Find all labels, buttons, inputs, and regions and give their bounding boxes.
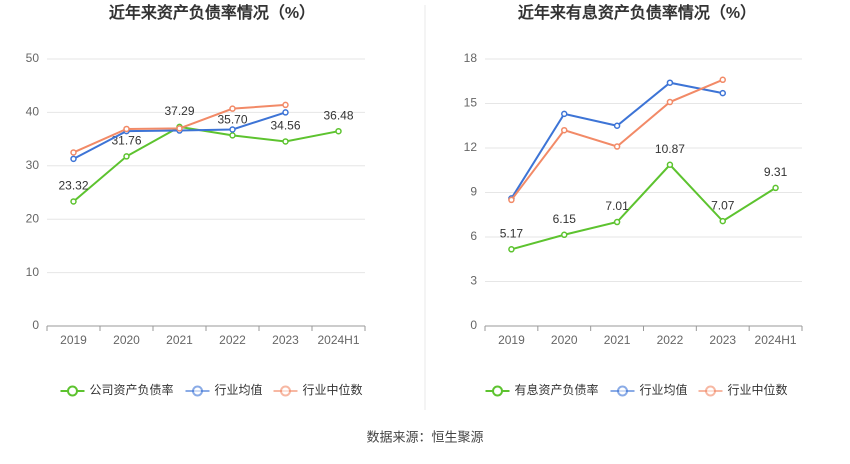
point	[229, 105, 236, 112]
data-label: 10.87	[655, 142, 685, 156]
y-tick-label: 6	[470, 229, 477, 243]
data-label: 34.56	[270, 119, 300, 133]
x-tick-label: 2022	[219, 333, 246, 347]
legend-label: 公司资产负债率	[90, 382, 174, 397]
y-tick-label: 3	[470, 274, 477, 288]
legend-label: 有息资产负债率	[515, 382, 599, 397]
y-tick-label: 40	[26, 105, 40, 119]
point	[666, 79, 674, 86]
series-line	[72, 125, 339, 203]
point	[508, 246, 515, 253]
legend-marker	[617, 385, 628, 397]
x-tick-label: 2024H1	[755, 333, 797, 347]
chart-title: 近年来资产负债率情况（%）	[109, 3, 315, 22]
y-tick-label: 30	[26, 158, 40, 172]
legend-marker	[280, 385, 291, 397]
point	[176, 125, 183, 132]
x-tick-label: 2020	[113, 333, 140, 347]
x-tick-label: 2024H1	[317, 333, 359, 347]
point	[70, 149, 77, 156]
point	[508, 196, 515, 204]
y-tick-label: 15	[464, 96, 478, 110]
data-label: 9.31	[764, 165, 788, 179]
point	[123, 125, 130, 133]
legend-label: 行业中位数	[303, 382, 363, 397]
point	[666, 98, 674, 106]
x-tick-label: 2021	[166, 333, 193, 347]
source: 数据来源：恒生聚源	[366, 429, 483, 444]
point	[561, 231, 568, 239]
point	[229, 132, 236, 139]
point	[123, 153, 130, 160]
series-line	[510, 81, 723, 199]
data-label: 6.15	[553, 212, 577, 226]
y-tick-label: 0	[470, 318, 477, 332]
data-label: 5.17	[500, 226, 524, 240]
series-line	[511, 163, 777, 251]
legend-marker	[492, 385, 503, 397]
series-line	[73, 111, 286, 160]
x-tick-label: 2019	[498, 333, 525, 347]
point	[719, 76, 726, 84]
point	[70, 198, 77, 205]
data-label: 31.76	[111, 134, 141, 148]
data-label: 23.32	[58, 179, 88, 193]
legend-marker	[67, 385, 78, 397]
data-label: 7.07	[711, 198, 735, 212]
data-label: 7.01	[605, 199, 629, 213]
x-tick-label: 2019	[60, 333, 87, 347]
y-tick-label: 20	[26, 211, 40, 225]
x-tick-label: 2023	[709, 333, 736, 347]
x-tick-label: 2021	[604, 333, 631, 347]
point	[561, 110, 568, 118]
legend-marker	[705, 385, 716, 397]
legend-label: 行业均值	[640, 382, 688, 397]
x-tick-label: 2023	[272, 333, 299, 347]
point	[282, 101, 289, 109]
point	[70, 155, 77, 163]
y-tick-label: 9	[470, 185, 477, 199]
point	[335, 127, 342, 135]
chart-title: 近年来有息资产负债率情况（%）	[518, 3, 756, 22]
y-tick-label: 50	[26, 51, 40, 65]
legend-marker	[192, 385, 203, 397]
point	[772, 184, 779, 192]
data-label: 37.29	[164, 104, 194, 118]
point	[613, 143, 621, 150]
x-tick-label: 2020	[551, 333, 578, 347]
y-tick-label: 18	[464, 51, 478, 65]
point	[282, 138, 289, 145]
y-tick-label: 12	[464, 140, 478, 154]
point	[613, 122, 621, 129]
legend-label: 行业中位数	[728, 382, 788, 397]
point	[719, 89, 726, 97]
data-label: 35.70	[217, 113, 247, 127]
point	[719, 217, 726, 225]
point	[561, 126, 568, 134]
data-label: 36.48	[323, 108, 353, 122]
series-line	[510, 78, 724, 201]
point	[229, 126, 236, 133]
x-tick-label: 2022	[657, 333, 684, 347]
point	[613, 218, 621, 226]
legend-label: 行业均值	[215, 382, 263, 397]
point	[666, 161, 674, 169]
y-tick-label: 0	[32, 318, 39, 332]
point	[282, 109, 289, 116]
y-tick-label: 10	[26, 265, 40, 279]
